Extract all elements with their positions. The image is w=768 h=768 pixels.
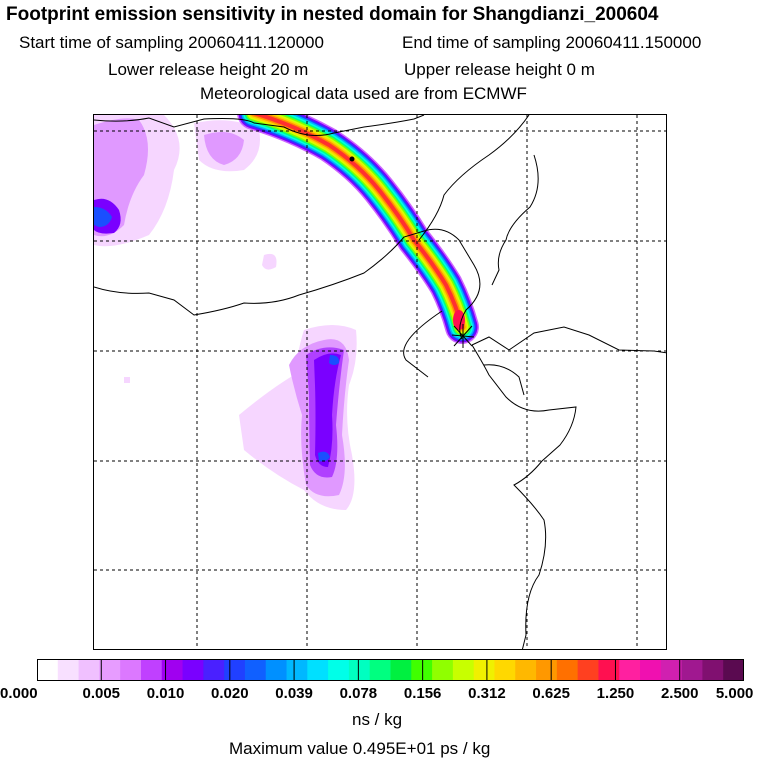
sampling-end-time: End time of sampling 20060411.150000 [402,33,702,52]
legend-swatch [57,659,80,681]
lat-lon-grid [94,115,666,649]
legend-swatch [556,659,579,681]
legend-swatch [681,659,703,681]
legend-swatch [140,659,163,681]
legend-swatch [598,659,620,681]
release-location-marker [349,156,475,348]
legend-swatch [182,659,204,681]
legend-swatch [577,659,599,681]
upper-release-height: Upper release height 0 m [404,60,595,79]
legend-swatch [99,659,121,681]
legend-swatch [37,659,59,681]
legend-swatch [390,659,412,681]
maximum-value-label: Maximum value 0.495E+01 ps / kg [229,739,491,758]
legend-swatch [515,659,537,681]
legend-swatch [78,659,100,681]
legend-tick-label: 1.250 [596,685,635,702]
legend-swatch [224,659,246,681]
map-panel [93,114,667,650]
plume-band [237,115,479,344]
legend-swatch [619,659,641,681]
legend-swatch [120,659,142,681]
legend-tick-label: 5.000 [715,685,754,702]
legend-swatch [348,659,371,681]
legend-swatch [536,659,558,681]
sampling-start-time: Start time of sampling 20060411.120000 [19,33,324,52]
sensitivity-patches [94,115,357,510]
legend-swatch [328,659,350,681]
legend-tick-label: 0.156 [403,685,442,702]
legend-tick-label: 0.000 [0,685,38,702]
legend-swatch [494,659,516,681]
emission-plume [237,115,479,344]
legend-swatch [640,659,662,681]
legend-tick-label: 2.500 [660,685,699,702]
legend-swatch [411,659,433,681]
map-title: Footprint emission sensitivity in nested… [6,4,659,25]
legend-swatch [369,659,391,681]
legend-swatch [452,659,475,681]
legend-swatch [432,659,454,681]
legend-swatch [161,659,184,681]
color-legend-bar [36,659,745,681]
legend-swatch [244,659,267,681]
legend-swatch [307,659,329,681]
legend-tick-label: 0.005 [82,685,121,702]
legend-swatch [473,659,495,681]
color-legend-swatches [36,659,745,681]
legend-tick-label: 0.010 [146,685,185,702]
legend-tick-label: 0.625 [532,685,570,702]
plume-band [253,115,464,329]
lower-release-height: Lower release height 20 m [108,60,309,79]
legend-swatch [265,659,288,681]
legend-swatch [660,659,683,681]
legend-swatch [286,659,308,681]
legend-swatch [203,659,225,681]
coastlines [94,115,666,649]
legend-tick-label: 0.039 [275,685,313,702]
plume-maximum [453,310,465,330]
legend-unit: ns / kg [352,710,403,729]
meteorological-source: Meteorological data used are from ECMWF [200,84,527,103]
legend-border [37,659,744,681]
legend-tick-label: 0.078 [339,685,378,702]
legend-swatch [702,659,724,681]
legend-tick-label: 0.020 [211,685,249,702]
legend-swatch [723,659,745,681]
legend-tick-label: 0.312 [468,685,506,702]
footprint-map [94,115,666,649]
